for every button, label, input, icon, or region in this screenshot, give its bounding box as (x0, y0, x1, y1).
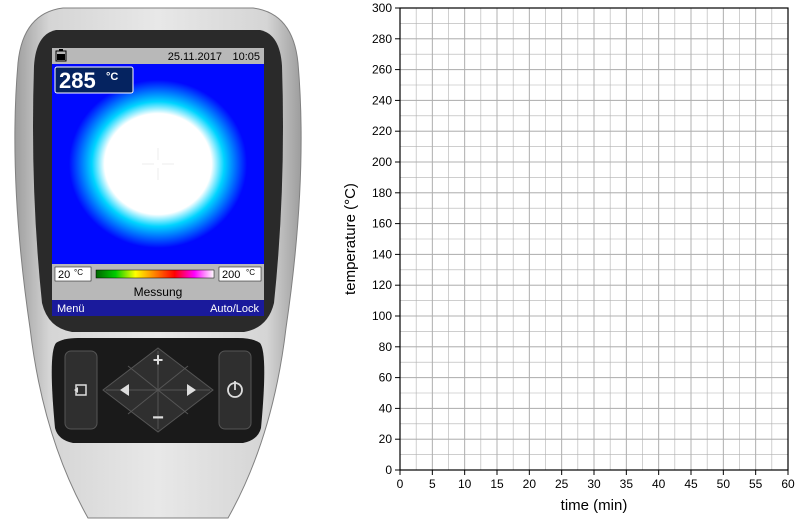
y-tick-label: 240 (372, 93, 392, 107)
menu-button[interactable]: Menü (57, 303, 85, 315)
x-tick-label: 45 (684, 477, 698, 491)
color-scale-bar (96, 270, 214, 278)
x-tick-label: 60 (781, 477, 795, 491)
y-tick-label: 260 (372, 63, 392, 77)
y-tick-label: 60 (379, 371, 393, 385)
y-tick-label: 180 (372, 186, 392, 200)
thermal-image (52, 64, 264, 264)
x-tick-label: 5 (429, 477, 436, 491)
temperature-unit: °C (106, 71, 118, 83)
x-tick-label: 20 (523, 477, 537, 491)
y-tick-label: 40 (379, 401, 393, 415)
battery-icon (56, 49, 66, 61)
scale-max-unit: °C (246, 268, 255, 277)
y-tick-label: 280 (372, 32, 392, 46)
temperature-reading-box: 285 °C (55, 67, 133, 93)
y-tick-label: 100 (372, 309, 392, 323)
mode-label: Messung (134, 285, 183, 299)
y-tick-label: 0 (385, 463, 392, 477)
soft-key-left[interactable] (65, 351, 97, 429)
scale-min-unit: °C (74, 268, 83, 277)
scale-max-value: 200 (222, 269, 240, 281)
x-tick-label: 15 (490, 477, 504, 491)
y-tick-label: 160 (372, 217, 392, 231)
x-tick-label: 35 (620, 477, 634, 491)
x-tick-label: 0 (397, 477, 404, 491)
autolock-button[interactable]: Auto/Lock (210, 303, 259, 315)
x-tick-label: 55 (749, 477, 763, 491)
minus-icon: − (152, 407, 164, 429)
x-tick-label: 50 (717, 477, 731, 491)
device-date: 25.11.2017 (168, 51, 222, 63)
y-tick-label: 120 (372, 278, 392, 292)
temperature-chart: 0 5 10 15 20 25 30 35 40 45 50 55 60 0 20 40 60 80 100 120 1… (342, 1, 795, 514)
x-tick-label: 30 (587, 477, 601, 491)
keypad: +− (52, 338, 265, 443)
thermal-camera-device: 25.11.2017 10:05 285 °C 20 °C 200 °C Messung Menü… (15, 8, 301, 518)
y-tick-label: 300 (372, 1, 392, 15)
chart-x-label: time (min) (561, 497, 628, 514)
y-tick-label: 200 (372, 155, 392, 169)
temperature-reading: 285 (59, 68, 96, 93)
power-button[interactable] (219, 351, 251, 429)
device-time: 10:05 (232, 51, 260, 63)
x-tick-label: 25 (555, 477, 569, 491)
scale-min-value: 20 (58, 269, 70, 281)
y-tick-label: 220 (372, 124, 392, 138)
plus-icon: + (153, 350, 164, 370)
y-tick-label: 140 (372, 247, 392, 261)
y-tick-label: 20 (379, 432, 393, 446)
y-tick-label: 80 (379, 340, 393, 354)
x-tick-label: 40 (652, 477, 666, 491)
device-screen: 25.11.2017 10:05 285 °C 20 °C 200 °C Messung Menü… (52, 48, 264, 316)
chart-y-label: temperature (°C) (342, 183, 359, 295)
x-tick-label: 10 (458, 477, 472, 491)
